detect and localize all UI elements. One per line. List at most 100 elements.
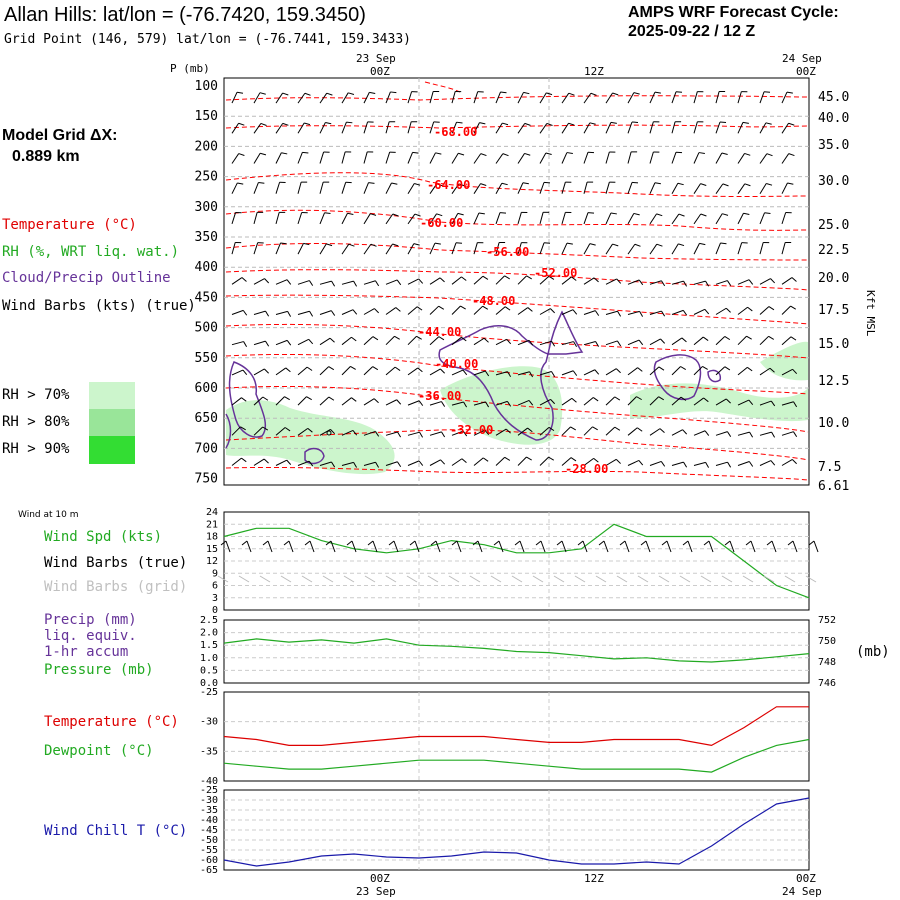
wind-barb-flag: [656, 213, 663, 217]
cloud-outline-3: [304, 447, 325, 465]
wind-barb: [231, 426, 241, 436]
wind-barb: [715, 431, 728, 436]
wind-barb: [583, 92, 592, 104]
wind-barb: [517, 153, 525, 164]
wind-barb-flag: [725, 398, 731, 404]
wind-barb: [473, 370, 486, 376]
pressure-tick-label: 300: [195, 200, 218, 215]
wind-barb: [451, 183, 460, 194]
wind-barb: [407, 367, 419, 376]
wind-barb-flag: [705, 462, 710, 468]
wind-barb-flag: [527, 427, 533, 433]
wind-barb-flag: [375, 462, 380, 468]
wind-barb-flag: [698, 152, 705, 155]
wind-barb: [253, 458, 265, 466]
wind-barb: [693, 243, 700, 255]
wind-barb: [781, 336, 792, 346]
wind-barb: [429, 242, 436, 255]
wind-barb-flag: [500, 91, 507, 94]
wind-barb-flag: [392, 213, 399, 217]
legend-wind-barbs: Wind Barbs (kts) (true): [2, 298, 196, 314]
wind-barb-flag: [720, 242, 727, 245]
wind-barb-flag: [284, 427, 291, 432]
height-tick-label: 12.5: [818, 374, 849, 389]
wind-barb: [319, 366, 330, 376]
wind-barb: [495, 306, 506, 315]
wind-barb-flag: [721, 152, 728, 155]
wind-barb: [363, 182, 369, 194]
wind-barb: [627, 310, 640, 315]
wind-barb-flag: [241, 397, 247, 402]
wind-barb: [363, 461, 376, 466]
wind-barb: [495, 400, 508, 406]
wind-barb-flag: [264, 368, 270, 374]
wind-barb: [429, 305, 440, 315]
wind-barb-flag: [571, 276, 577, 281]
wind-barb: [385, 182, 392, 194]
wind-barb-flag: [436, 213, 443, 217]
pressure-tick-label: 700: [195, 441, 218, 456]
wind-barb-flag: [677, 182, 684, 186]
wind-barb-flag: [770, 400, 776, 407]
surface-wind-barb: [771, 540, 777, 553]
bottom-time-00z-2: 00Z: [796, 872, 816, 885]
wind-barb-flag: [722, 183, 729, 187]
surface-wind-barb-flag: [367, 540, 374, 546]
wind-barb: [363, 121, 369, 134]
pressure-tick-label: 600: [195, 381, 218, 396]
bottom-time-12z: 12Z: [584, 872, 604, 885]
wind-barb: [429, 213, 437, 225]
wind-barb: [517, 182, 524, 194]
temperature-contour-label: -44.00: [418, 325, 461, 339]
cloud-outline-2: [225, 413, 232, 449]
model-grid-label: Model Grid ΔX:: [2, 127, 118, 144]
wind-barb: [737, 306, 748, 315]
temperature-contour: [225, 209, 809, 231]
wind-chill-tick: -60: [200, 855, 218, 866]
wind-barb: [363, 213, 371, 225]
wind-barb: [495, 212, 501, 225]
surface-wind-barb-flag: [409, 540, 416, 546]
wind-barb: [517, 92, 524, 104]
wind-barb: [561, 92, 570, 104]
temperature-line: [223, 706, 809, 747]
wind-barb: [715, 280, 728, 285]
cloud-outline-1: [228, 361, 267, 438]
wind-barb: [781, 277, 793, 285]
wind-barb-flag: [638, 279, 644, 286]
surface-wind-barb: [372, 540, 378, 553]
wind-barb-flag: [702, 336, 709, 341]
wind-barb: [495, 371, 508, 376]
wind-barb-flag: [746, 335, 752, 340]
wind-barb-flag: [263, 458, 269, 464]
page-title: Allan Hills: lat/lon = (-76.7420, 159.34…: [4, 4, 366, 26]
wind-barb: [693, 308, 706, 315]
wind-barb-flag: [330, 310, 336, 316]
grid-wind-barb: [721, 575, 733, 583]
temperature-panel: -25 -30 -35 -40: [200, 687, 810, 787]
wind-barb: [671, 337, 683, 346]
wind-barb-flag: [436, 183, 443, 187]
wind-barb: [297, 427, 309, 436]
wind-barb: [297, 396, 307, 406]
wind-barb: [473, 275, 484, 285]
wind-barb-flag: [397, 431, 402, 438]
wind-barb: [297, 338, 309, 346]
wind-barb-flag: [743, 212, 750, 215]
wind-barb: [627, 182, 633, 194]
legend-rh70-swatch: [89, 382, 135, 409]
wind-barb-flag: [502, 153, 509, 157]
wind-barb-flag: [304, 122, 311, 126]
rh-area-2: [440, 366, 563, 445]
wind-barb: [275, 242, 281, 255]
wind-barb-flag: [546, 122, 553, 126]
wind-barb: [605, 122, 612, 134]
wind-barb: [605, 243, 613, 255]
wind-barb: [693, 91, 698, 104]
wind-barb-flag: [308, 280, 314, 286]
wind-barb: [561, 212, 566, 225]
wind-barb-flag: [787, 182, 794, 185]
wind-barb-flag: [639, 311, 644, 317]
legend-rh80-swatch: [89, 409, 135, 436]
cloud-outline-7: [707, 369, 722, 383]
